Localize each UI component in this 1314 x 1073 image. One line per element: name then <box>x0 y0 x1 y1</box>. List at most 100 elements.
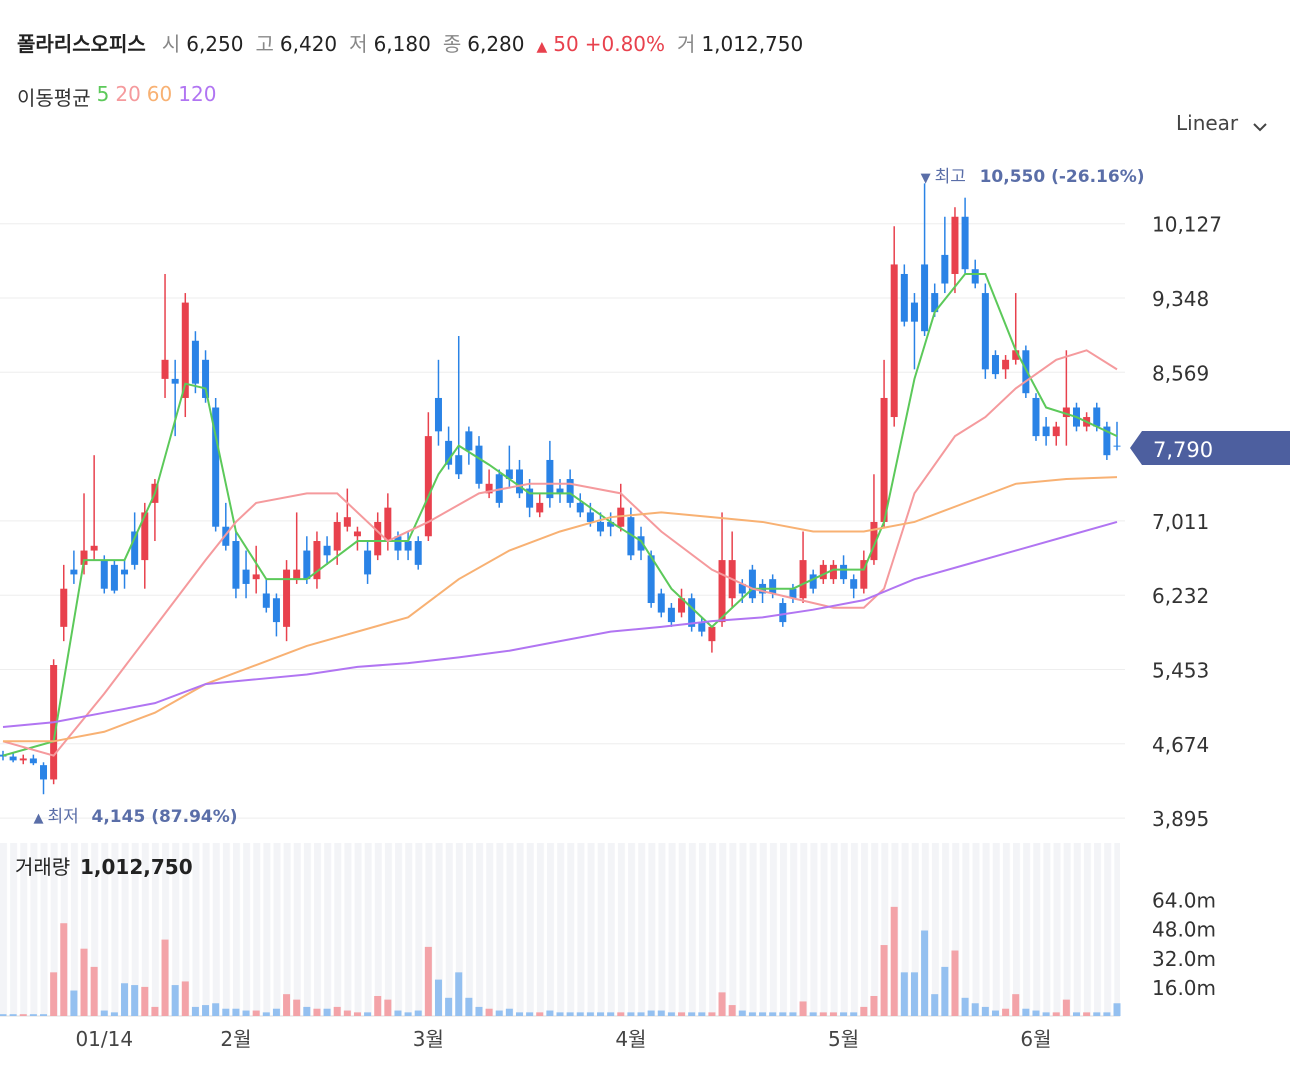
volume-bar <box>789 1012 797 1016</box>
y-tick-label: 3,895 <box>1152 807 1209 831</box>
volume-bar <box>252 1010 260 1016</box>
volume-bar <box>941 966 949 1016</box>
volume-bar <box>617 1012 625 1016</box>
x-tick-label: 6월 <box>1020 1027 1051 1051</box>
legend-entry[interactable]: 120 <box>178 82 217 106</box>
volume-bar <box>779 1012 787 1016</box>
volume-bar <box>981 1006 989 1016</box>
volume-bar <box>900 972 908 1016</box>
volume-bar <box>951 950 959 1016</box>
candle-body <box>515 469 523 494</box>
volume-bar <box>1072 1012 1080 1016</box>
volume-bar <box>100 1010 108 1016</box>
y-tick-label: 8,569 <box>1152 361 1209 385</box>
volume-bar <box>364 1012 372 1016</box>
candle-body <box>303 550 311 580</box>
candle-body <box>110 564 118 591</box>
volume-bar <box>141 986 149 1016</box>
volume-bar <box>272 1008 280 1016</box>
volume-bar <box>880 945 888 1016</box>
volume-bar <box>191 1006 199 1016</box>
volume-bar <box>515 1012 523 1016</box>
volume-bar <box>1022 1008 1030 1016</box>
legend-title: 이동평균 <box>17 86 91 110</box>
candle-body <box>414 541 422 565</box>
candle-body <box>829 564 837 580</box>
candle-body <box>678 598 686 613</box>
candle-body <box>333 521 341 551</box>
volume-bar <box>60 923 68 1016</box>
volume-bar <box>343 1010 351 1016</box>
candle-body <box>374 521 382 556</box>
candle-body <box>698 622 706 632</box>
volume-bar <box>70 990 78 1016</box>
volume-bar <box>556 1012 564 1016</box>
volume-bar <box>910 972 918 1016</box>
legend-entry[interactable]: 20 <box>115 82 141 106</box>
candle-body <box>1022 350 1030 394</box>
candle-body <box>232 541 240 589</box>
y-tick-label: 9,348 <box>1152 287 1209 311</box>
candle-body <box>546 459 554 499</box>
volume-title: 거래량 <box>15 855 70 879</box>
volume-bar <box>657 1010 665 1016</box>
volume-bar <box>718 992 726 1016</box>
volume-bar <box>566 1012 574 1016</box>
dropdown-chevron[interactable] <box>1253 123 1267 132</box>
volume-bar <box>121 983 129 1016</box>
volume-bar <box>738 1010 746 1016</box>
volume-bar <box>293 999 301 1016</box>
candle-body <box>961 216 969 270</box>
candle-body <box>840 564 848 580</box>
candle-body <box>181 302 189 398</box>
candle-body <box>40 765 48 780</box>
candle-body <box>212 407 220 527</box>
volume-bar <box>748 1012 756 1016</box>
candle-body <box>931 293 939 313</box>
volume-bar <box>303 1006 311 1016</box>
volume-bar <box>485 1008 493 1016</box>
candle-body <box>880 397 888 522</box>
candle-body <box>171 378 179 384</box>
candle-body <box>434 397 442 432</box>
candle-body <box>910 302 918 322</box>
candle-body <box>900 273 908 322</box>
volume-bar <box>627 1012 635 1016</box>
volume-bar <box>961 997 969 1016</box>
volume-bar <box>131 985 139 1016</box>
volume-bar <box>850 1012 858 1016</box>
volume-bar <box>505 1008 513 1016</box>
legend-entry[interactable]: 5 <box>96 82 110 106</box>
volume-bar <box>799 1001 807 1016</box>
volume-bar <box>323 1008 331 1016</box>
volume-bar <box>445 997 453 1016</box>
volume-bar <box>384 999 392 1016</box>
field-value: 6,250 <box>186 32 244 56</box>
candle-body <box>424 436 432 537</box>
candle-body <box>70 569 78 575</box>
volume-bar <box>1113 1003 1121 1016</box>
candle-body <box>293 569 301 580</box>
volume-bar <box>90 966 98 1016</box>
volume-bar <box>759 1012 767 1016</box>
candle-body <box>394 536 402 551</box>
volume-bar <box>171 985 179 1016</box>
volume-bar <box>637 1012 645 1016</box>
candle-body <box>667 607 675 623</box>
candle-body <box>202 359 210 398</box>
x-tick-label: 4월 <box>615 1027 646 1051</box>
scale-dropdown[interactable]: Linear <box>1176 111 1239 135</box>
legend-entry[interactable]: 60 <box>146 82 173 106</box>
candle-body <box>536 502 544 513</box>
volume-bar <box>840 1012 848 1016</box>
volume-bar <box>222 1008 230 1016</box>
candle-body <box>951 216 959 274</box>
candle-body <box>384 507 392 542</box>
candle-body <box>789 588 797 599</box>
candle-body <box>981 293 989 370</box>
volume-bar <box>1062 999 1070 1016</box>
volume-bar <box>151 1006 159 1016</box>
volume-bar <box>1042 1012 1050 1016</box>
price-tag <box>1130 431 1290 465</box>
up-arrow: ▲ <box>536 39 548 55</box>
